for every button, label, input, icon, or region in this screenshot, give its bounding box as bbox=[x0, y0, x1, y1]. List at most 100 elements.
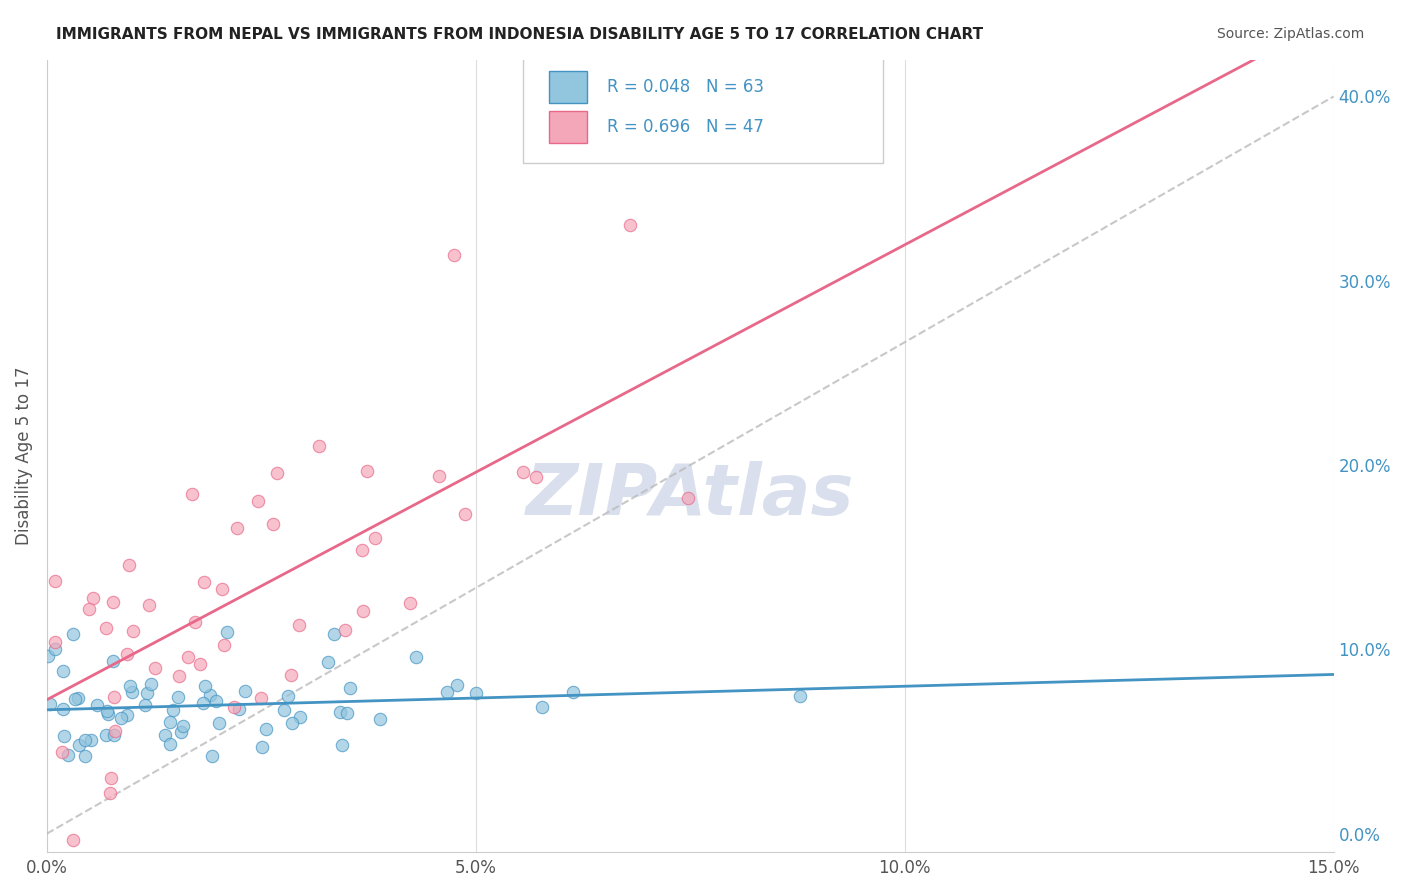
Point bbox=[136, 686, 159, 700]
Point bbox=[619, 219, 641, 233]
Text: R = 0.048   N = 63: R = 0.048 N = 63 bbox=[606, 78, 763, 96]
Point bbox=[170, 725, 193, 739]
Point bbox=[464, 685, 486, 699]
Point bbox=[398, 596, 420, 610]
Point bbox=[82, 591, 104, 605]
Point bbox=[121, 684, 143, 698]
Point bbox=[273, 703, 295, 717]
Point bbox=[73, 748, 96, 763]
Point bbox=[162, 703, 184, 717]
Point bbox=[339, 681, 361, 695]
Point bbox=[121, 624, 143, 638]
Point bbox=[188, 657, 211, 672]
Point bbox=[352, 542, 374, 557]
Point bbox=[115, 647, 138, 661]
Point bbox=[330, 739, 353, 753]
Point bbox=[94, 728, 117, 742]
Point bbox=[427, 469, 450, 483]
Point bbox=[141, 677, 163, 691]
Point bbox=[44, 634, 66, 648]
Point bbox=[115, 707, 138, 722]
Text: IMMIGRANTS FROM NEPAL VS IMMIGRANTS FROM INDONESIA DISABILITY AGE 5 TO 17 CORREL: IMMIGRANTS FROM NEPAL VS IMMIGRANTS FROM… bbox=[56, 27, 983, 42]
Point bbox=[233, 684, 256, 698]
Point bbox=[96, 704, 118, 718]
Point bbox=[446, 678, 468, 692]
Point bbox=[118, 679, 141, 693]
Point bbox=[356, 464, 378, 478]
Point bbox=[62, 833, 84, 847]
Point bbox=[266, 467, 288, 481]
Point bbox=[193, 574, 215, 589]
Point bbox=[167, 690, 190, 704]
Point bbox=[370, 713, 392, 727]
Point bbox=[201, 749, 224, 764]
Point bbox=[63, 692, 86, 706]
FancyBboxPatch shape bbox=[548, 71, 588, 103]
Point bbox=[443, 248, 465, 262]
Point bbox=[44, 642, 66, 657]
Point bbox=[77, 602, 100, 616]
Point bbox=[52, 665, 75, 679]
Point bbox=[288, 618, 311, 632]
Point bbox=[37, 649, 59, 664]
Point bbox=[191, 696, 214, 710]
Point bbox=[336, 706, 359, 720]
Point bbox=[52, 702, 75, 716]
Point bbox=[67, 738, 90, 752]
Point bbox=[98, 786, 121, 800]
Point bbox=[155, 728, 177, 742]
Point bbox=[110, 711, 132, 725]
Point bbox=[101, 654, 124, 668]
Point bbox=[228, 702, 250, 716]
Point bbox=[51, 745, 73, 759]
Point bbox=[97, 707, 120, 722]
Point bbox=[316, 656, 339, 670]
Point bbox=[335, 623, 357, 637]
Point bbox=[211, 582, 233, 597]
Point bbox=[79, 732, 101, 747]
Point bbox=[183, 615, 205, 629]
Point bbox=[56, 748, 79, 763]
Point bbox=[62, 626, 84, 640]
Point bbox=[436, 685, 458, 699]
Point bbox=[103, 690, 125, 704]
Point bbox=[277, 689, 299, 703]
Point bbox=[789, 689, 811, 703]
Point bbox=[172, 719, 194, 733]
Point bbox=[262, 516, 284, 531]
Point bbox=[512, 466, 534, 480]
Point bbox=[86, 698, 108, 713]
Point bbox=[531, 699, 554, 714]
Point bbox=[329, 705, 352, 719]
Point bbox=[222, 700, 245, 714]
Point bbox=[217, 625, 239, 640]
Point bbox=[198, 688, 221, 702]
Point bbox=[39, 697, 62, 711]
Point bbox=[100, 771, 122, 785]
Point bbox=[280, 668, 302, 682]
Text: Source: ZipAtlas.com: Source: ZipAtlas.com bbox=[1216, 27, 1364, 41]
Point bbox=[103, 728, 125, 742]
Point bbox=[44, 574, 66, 588]
Text: ZIPAtlas: ZIPAtlas bbox=[526, 461, 855, 530]
Point bbox=[134, 698, 156, 713]
Point bbox=[254, 722, 277, 736]
Text: R = 0.696   N = 47: R = 0.696 N = 47 bbox=[606, 118, 763, 136]
Point bbox=[143, 660, 166, 674]
Point bbox=[94, 622, 117, 636]
Point bbox=[678, 491, 700, 506]
FancyBboxPatch shape bbox=[548, 112, 588, 143]
Point bbox=[104, 724, 127, 739]
Point bbox=[181, 487, 204, 501]
Point bbox=[561, 685, 583, 699]
Point bbox=[159, 737, 181, 751]
Point bbox=[250, 691, 273, 706]
Point bbox=[208, 715, 231, 730]
Point bbox=[247, 494, 270, 508]
Point bbox=[323, 626, 346, 640]
FancyBboxPatch shape bbox=[523, 52, 883, 162]
Point bbox=[118, 558, 141, 572]
Point bbox=[288, 710, 311, 724]
Point bbox=[176, 650, 198, 665]
Point bbox=[454, 507, 477, 521]
